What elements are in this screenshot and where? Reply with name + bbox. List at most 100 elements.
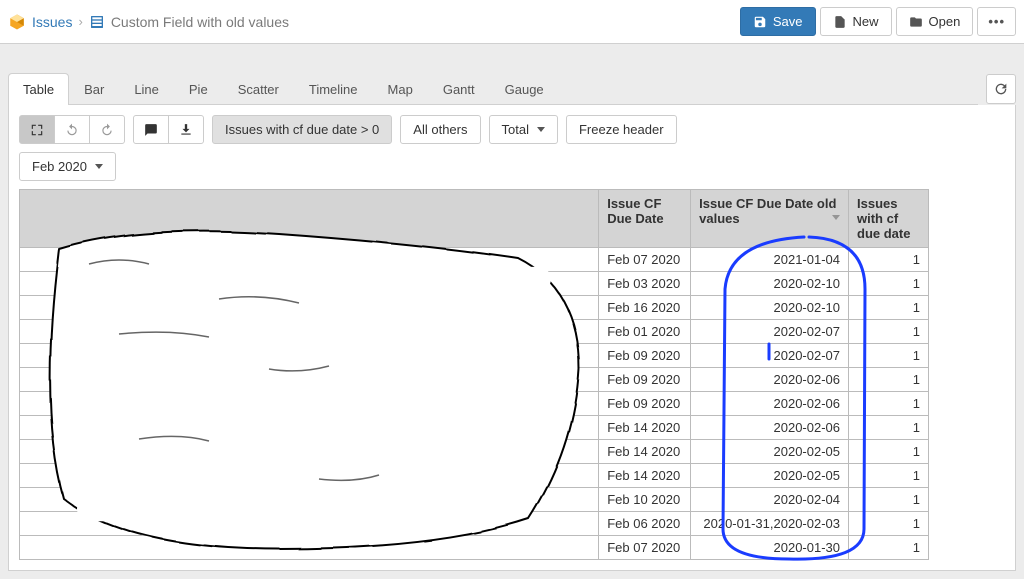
table-row[interactable]: Feb 07 20202020-01-301 xyxy=(20,536,929,560)
month-filter-label: Feb 2020 xyxy=(32,159,87,174)
cell-redacted xyxy=(20,512,599,536)
cell-redacted xyxy=(20,440,599,464)
table-row[interactable]: Feb 14 20202020-02-051 xyxy=(20,440,929,464)
breadcrumb-separator: › xyxy=(78,14,82,29)
download-button[interactable] xyxy=(168,115,204,144)
cell-old-values: 2020-01-31,2020-02-03 xyxy=(691,512,849,536)
tab-bar[interactable]: Bar xyxy=(69,73,119,105)
cell-due-date: Feb 07 2020 xyxy=(599,248,691,272)
all-others-button[interactable]: All others xyxy=(400,115,480,144)
table-panel: Issues with cf due date > 0 All others T… xyxy=(8,105,1016,571)
cell-due-date: Feb 14 2020 xyxy=(599,416,691,440)
cell-redacted xyxy=(20,344,599,368)
cell-due-date: Feb 09 2020 xyxy=(599,368,691,392)
fullscreen-icon xyxy=(30,123,44,137)
cell-due-date: Feb 14 2020 xyxy=(599,440,691,464)
cell-count: 1 xyxy=(849,248,929,272)
column-header-due-date[interactable]: Issue CF Due Date xyxy=(599,190,691,248)
month-filter-dropdown[interactable]: Feb 2020 xyxy=(19,152,116,181)
cell-due-date: Feb 09 2020 xyxy=(599,392,691,416)
tab-gauge[interactable]: Gauge xyxy=(490,73,559,105)
redo-button[interactable] xyxy=(89,115,125,144)
chevron-down-icon xyxy=(537,127,545,132)
cell-count: 1 xyxy=(849,464,929,488)
cell-old-values: 2020-02-06 xyxy=(691,368,849,392)
open-button[interactable]: Open xyxy=(896,7,974,36)
tab-pie[interactable]: Pie xyxy=(174,73,223,105)
cell-old-values: 2020-02-10 xyxy=(691,272,849,296)
table-row[interactable]: Feb 01 20202020-02-071 xyxy=(20,320,929,344)
column-header-old-values-label: Issue CF Due Date old values xyxy=(699,196,836,226)
refresh-button[interactable] xyxy=(986,74,1016,104)
cell-old-values: 2020-02-06 xyxy=(691,392,849,416)
more-actions-button[interactable]: ••• xyxy=(977,7,1016,36)
save-label: Save xyxy=(773,14,803,29)
chevron-down-icon xyxy=(95,164,103,169)
topbar-actions: Save New Open ••• xyxy=(740,7,1016,36)
new-label: New xyxy=(853,14,879,29)
total-label: Total xyxy=(502,122,529,137)
filter-button[interactable]: Issues with cf due date > 0 xyxy=(212,115,392,144)
cell-count: 1 xyxy=(849,488,929,512)
table-row[interactable]: Feb 14 20202020-02-061 xyxy=(20,416,929,440)
cell-count: 1 xyxy=(849,512,929,536)
cell-due-date: Feb 03 2020 xyxy=(599,272,691,296)
new-button[interactable]: New xyxy=(820,7,892,36)
cell-due-date: Feb 16 2020 xyxy=(599,296,691,320)
column-header-issues-count[interactable]: Issues with cf due date xyxy=(849,190,929,248)
table-row[interactable]: Feb 06 20202020-01-31,2020-02-031 xyxy=(20,512,929,536)
cell-due-date: Feb 14 2020 xyxy=(599,464,691,488)
cell-redacted xyxy=(20,296,599,320)
table-container: Issue CF Due Date Issue CF Due Date old … xyxy=(19,189,1005,560)
comment-button[interactable] xyxy=(133,115,169,144)
main-area: Table Bar Line Pie Scatter Timeline Map … xyxy=(0,44,1024,579)
tab-line[interactable]: Line xyxy=(119,73,174,105)
redo-icon xyxy=(100,123,114,137)
table-row[interactable]: Feb 07 20202021-01-041 xyxy=(20,248,929,272)
tab-map[interactable]: Map xyxy=(373,73,428,105)
table-row[interactable]: Feb 09 20202020-02-061 xyxy=(20,392,929,416)
column-header-redacted[interactable] xyxy=(20,190,599,248)
tab-gantt[interactable]: Gantt xyxy=(428,73,490,105)
table-header-row: Issue CF Due Date Issue CF Due Date old … xyxy=(20,190,929,248)
fullscreen-button[interactable] xyxy=(19,115,55,144)
cell-old-values: 2020-02-04 xyxy=(691,488,849,512)
cell-due-date: Feb 10 2020 xyxy=(599,488,691,512)
cell-due-date: Feb 09 2020 xyxy=(599,344,691,368)
table-row[interactable]: Feb 09 20202020-02-061 xyxy=(20,368,929,392)
cell-count: 1 xyxy=(849,440,929,464)
sort-indicator-icon xyxy=(832,215,840,220)
column-header-old-values[interactable]: Issue CF Due Date old values xyxy=(691,190,849,248)
cell-old-values: 2020-02-07 xyxy=(691,344,849,368)
tab-scatter[interactable]: Scatter xyxy=(223,73,294,105)
table-row[interactable]: Feb 03 20202020-02-101 xyxy=(20,272,929,296)
folder-icon xyxy=(909,15,923,29)
tab-table[interactable]: Table xyxy=(8,73,69,105)
cell-old-values: 2020-02-05 xyxy=(691,440,849,464)
tab-timeline[interactable]: Timeline xyxy=(294,73,373,105)
cell-old-values: 2020-02-06 xyxy=(691,416,849,440)
cell-redacted xyxy=(20,248,599,272)
cell-redacted xyxy=(20,368,599,392)
cell-redacted xyxy=(20,272,599,296)
table-row[interactable]: Feb 16 20202020-02-101 xyxy=(20,296,929,320)
toolbar-row-2: Feb 2020 xyxy=(19,152,1005,181)
export-group xyxy=(133,115,204,144)
table-row[interactable]: Feb 14 20202020-02-051 xyxy=(20,464,929,488)
breadcrumb-root-link[interactable]: Issues xyxy=(32,14,72,30)
table-row[interactable]: Feb 10 20202020-02-041 xyxy=(20,488,929,512)
save-button[interactable]: Save xyxy=(740,7,816,36)
undo-button[interactable] xyxy=(54,115,90,144)
view-controls-group xyxy=(19,115,125,144)
breadcrumb: Issues › Custom Field with old values xyxy=(8,13,740,31)
table-row[interactable]: Feb 09 20202020-02-071 xyxy=(20,344,929,368)
file-icon xyxy=(833,15,847,29)
tabs-row: Table Bar Line Pie Scatter Timeline Map … xyxy=(8,72,1016,105)
total-dropdown[interactable]: Total xyxy=(489,115,558,144)
cell-redacted xyxy=(20,464,599,488)
freeze-header-button[interactable]: Freeze header xyxy=(566,115,677,144)
open-label: Open xyxy=(929,14,961,29)
cell-due-date: Feb 06 2020 xyxy=(599,512,691,536)
cell-old-values: 2020-02-07 xyxy=(691,320,849,344)
cell-redacted xyxy=(20,320,599,344)
